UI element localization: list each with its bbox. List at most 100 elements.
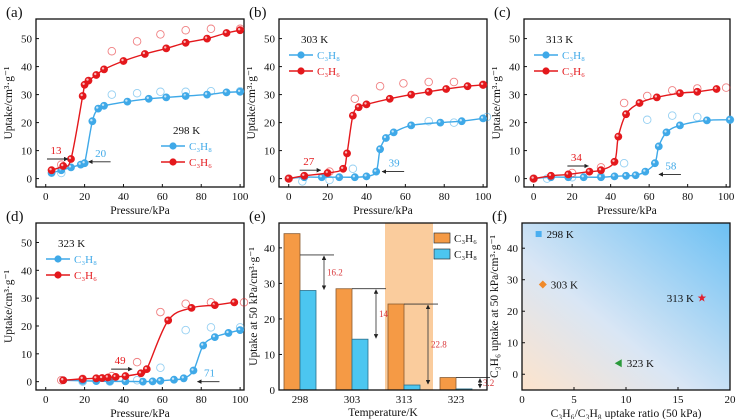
x-tick-label: 40 (118, 394, 130, 406)
adsorption-point (631, 171, 640, 180)
x-tick-label: 20 (79, 191, 91, 203)
threshold-pressure-label: 49 (115, 355, 127, 367)
x-axis-label: Pressure/kPa (110, 408, 169, 419)
adsorption-point (372, 167, 381, 176)
x-tick-label: 60 (157, 394, 169, 406)
point-highlight (587, 169, 590, 172)
adsorption-point (230, 298, 239, 307)
x-tick-label: 323 (448, 394, 465, 406)
adsorption-point (354, 103, 363, 112)
adsorption-point (343, 149, 351, 158)
isotherm-panel-c: 0 20 40 60 80 100 0 10 20 30 40 50 Uptake/cm³·g⁻¹ Pre… (491, 5, 735, 217)
adsorption-point (222, 88, 231, 97)
point-highlight (181, 376, 184, 379)
x-tick-label: 0 (531, 191, 537, 203)
desorption-point (107, 371, 117, 381)
point-highlight (377, 147, 381, 150)
point-highlight (232, 300, 235, 303)
desorption-point (567, 168, 577, 178)
point-highlight (352, 175, 356, 178)
y-tick-label: 50 (21, 34, 33, 46)
threshold-pressure-label: 20 (95, 148, 107, 160)
temperature-label: 303 K (301, 34, 328, 46)
marker-star (697, 293, 707, 302)
desorption-point (693, 112, 702, 122)
y-tick-label: 30 (264, 90, 276, 102)
adsorption-point (635, 99, 644, 107)
desorption-point (107, 90, 117, 99)
adsorption-point (350, 173, 359, 182)
adsorption-point (389, 128, 398, 137)
point-highlight (387, 96, 391, 100)
desorption-point (132, 357, 142, 367)
point-highlight (144, 366, 148, 370)
point-highlight (373, 169, 377, 172)
panel-label: (f) (492, 209, 507, 225)
temperature-label: 323 K (58, 238, 85, 250)
desorption-point (619, 158, 629, 168)
adsorption-point (119, 57, 128, 65)
difference-label: 16.2 (327, 268, 343, 278)
adsorption-point (144, 94, 153, 103)
y-tick-label: 20 (507, 306, 519, 318)
point-highlight (68, 165, 72, 168)
adsorption-point (362, 100, 371, 109)
point-highlight (443, 86, 447, 90)
plot-frame (35, 18, 245, 188)
adsorption-point (652, 93, 661, 102)
threshold-pressure-label: 39 (389, 158, 401, 170)
point-highlight (226, 330, 229, 334)
desorption-point (156, 363, 165, 372)
point-highlight (204, 92, 208, 95)
desorption-point (529, 174, 538, 183)
legend-label: C₃H₆ (189, 157, 212, 169)
legend-label: C₃H₆ (317, 66, 340, 78)
x-tick-label: 80 (196, 191, 208, 203)
x-tick-label: 20 (79, 394, 91, 406)
x-tick-label: 5 (571, 394, 577, 406)
point-highlight (438, 120, 441, 123)
legend-marker (169, 158, 177, 166)
adsorption-point (335, 173, 344, 182)
legend-label: C₃H₈ (74, 254, 97, 266)
point-highlight (68, 156, 72, 160)
difference-label: 14.3 (379, 309, 395, 319)
plot-frame (278, 222, 488, 391)
point-label: 303 K (551, 279, 578, 291)
point-highlight (99, 375, 103, 379)
desorption-point (156, 87, 165, 97)
adsorption-point (88, 117, 97, 126)
adsorption-point (424, 87, 433, 96)
threshold-pressure-label: 27 (303, 156, 315, 168)
point-highlight (49, 168, 52, 171)
adsorption-point (92, 71, 101, 79)
point-highlight (61, 378, 64, 381)
panel-label: (e) (249, 209, 266, 225)
point-highlight (364, 102, 367, 105)
point-highlight (677, 123, 681, 126)
adsorption-point (579, 173, 588, 182)
point-highlight (548, 173, 552, 176)
adsorption-point (339, 164, 348, 173)
desorption-point (57, 376, 66, 385)
y-tick-label: 20 (264, 314, 276, 326)
adsorption-point (222, 29, 231, 37)
adsorption-point (121, 372, 130, 380)
point-highlight (391, 130, 394, 133)
y-tick-label: 0 (513, 369, 519, 381)
legend-label: C₃H₆ (74, 270, 97, 282)
bar-c3h8 (351, 338, 369, 391)
point-highlight (633, 173, 636, 176)
legend-label: C₃H₆ (454, 233, 477, 245)
point-highlight (383, 135, 387, 139)
x-tick-label: 0 (43, 191, 49, 203)
point-highlight (337, 175, 340, 178)
point-highlight (459, 119, 462, 122)
y-tick-label: 30 (21, 90, 33, 102)
bar-c3h6 (439, 377, 457, 391)
desorption-point (725, 115, 735, 125)
point-highlight (125, 99, 128, 102)
x-tick-label: 313 (396, 394, 413, 406)
adsorption-point (407, 121, 416, 130)
x-tick-label: 80 (439, 191, 451, 203)
